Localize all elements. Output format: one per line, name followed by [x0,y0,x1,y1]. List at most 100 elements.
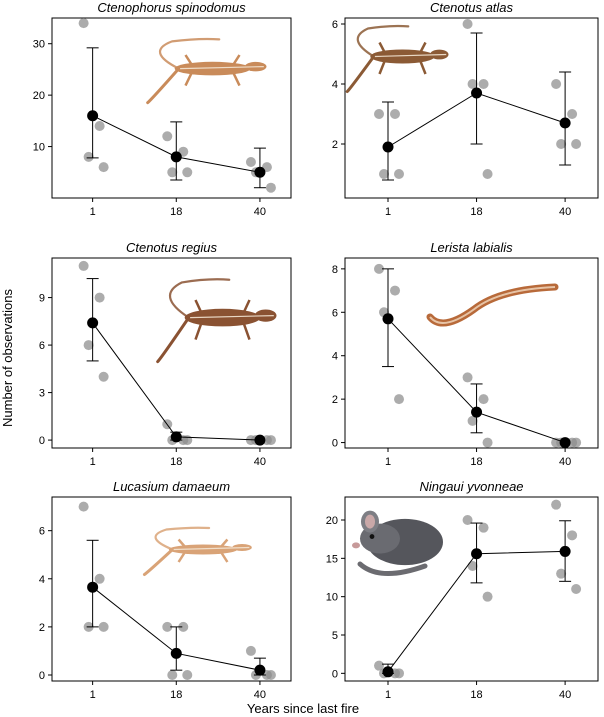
panel-2: Ctenotus atlas 2 4 6 1 18 40 [332,0,599,218]
gecko-icon [142,526,252,576]
observation-point [379,169,390,179]
mean-point [170,647,182,659]
y-tick-label: 2 [39,622,45,634]
y-tick-label: 15 [326,553,338,565]
panel-title: Ctenophorus spinodomus [97,0,246,15]
observation-point [98,371,109,382]
observation-point [394,668,405,679]
y-tick-label: 6 [332,19,338,31]
observation-point [467,79,478,89]
y-tick-label: 2 [332,394,338,406]
mean-line [92,322,260,441]
x-tick-label: 18 [470,206,482,218]
observation-point [78,260,89,271]
y-tick-label: 0 [332,438,338,450]
observation-point [482,437,493,448]
observation-point [571,437,582,448]
panel-4: Lerista labialis 0 2 4 6 8 1 18 40 [332,240,599,468]
mean-point [87,581,99,593]
observation-point [374,660,385,671]
panel-title: Ctenotus regius [126,240,218,255]
panel-title: Ningaui yvonneae [419,479,523,494]
mean-point [254,664,266,676]
x-tick-label: 40 [254,689,266,701]
x-tick-label: 18 [170,206,182,218]
mean-point [382,141,394,153]
mean-point [471,87,483,99]
y-tick-label: 4 [332,79,338,91]
x-tick-label: 1 [90,456,96,468]
observation-point [567,530,578,541]
panel-title: Lucasium damaeum [113,479,230,494]
y-tick-label: 10 [33,142,45,154]
observation-point [245,157,256,167]
marsupial-mouse-icon [352,510,443,577]
mean-point [382,313,394,325]
x-tick-label: 40 [254,206,266,218]
observation-point [98,621,109,632]
plot-frame [344,257,599,449]
observation-point [571,139,582,149]
x-tick-label: 40 [559,689,571,701]
mean-point [559,545,571,557]
y-tick-label: 0 [39,670,45,682]
mean-point [471,406,483,418]
observation-point [394,169,405,179]
observation-point [462,19,473,29]
observation-point [390,285,401,296]
x-tick-label: 1 [90,689,96,701]
observation-point [462,515,473,525]
mean-point [170,431,182,443]
observation-point [390,109,401,119]
x-tick-label: 1 [385,689,391,701]
observation-point [245,645,256,656]
observation-point [462,372,473,383]
observation-point [478,394,489,405]
observation-point [98,162,109,173]
y-tick-label: 8 [332,264,338,276]
observation-point [83,151,94,162]
observation-point [182,435,193,446]
observation-point [478,79,489,89]
y-tick-label: 9 [39,293,45,305]
observation-point [374,109,385,119]
observation-point [482,591,493,602]
observation-point [167,167,178,178]
observation-point [94,121,105,131]
y-tick-label: 0 [332,668,338,680]
y-tick-label: 6 [332,307,338,319]
plot-frame [51,257,292,449]
observation-point [265,182,276,193]
mean-point [170,151,182,163]
observation-point [478,522,489,533]
panel-6: Ningaui yvonneae 0 5 10 15 20 1 18 40 [326,479,599,701]
x-tick-label: 40 [559,456,571,468]
observation-point [394,394,405,405]
mean-point [87,317,99,329]
global-x-axis-label: Years since last fire [247,701,359,716]
panel-5: Lucasium damaeum 0 2 4 6 1 18 40 [39,479,292,701]
observation-point [265,669,276,680]
mean-point [254,166,266,178]
y-tick-label: 10 [326,592,338,604]
plot-frame [51,17,292,199]
panel-title: Lerista labialis [430,240,513,255]
global-y-axis-label: Number of observations [0,288,15,427]
y-tick-label: 20 [33,90,45,102]
mean-point [87,110,99,122]
observation-point [167,669,178,680]
observation-point [551,499,562,510]
observation-point [567,109,578,119]
observation-point [551,79,562,89]
plot-frame [344,496,599,682]
observation-point [374,263,385,274]
observation-point [94,292,105,303]
y-tick-label: 6 [39,526,45,538]
y-tick-label: 30 [33,39,45,51]
x-tick-label: 1 [385,456,391,468]
panel-title: Ctenotus atlas [430,0,514,15]
x-tick-label: 18 [170,456,182,468]
y-tick-label: 2 [332,139,338,151]
x-tick-label: 1 [385,206,391,218]
